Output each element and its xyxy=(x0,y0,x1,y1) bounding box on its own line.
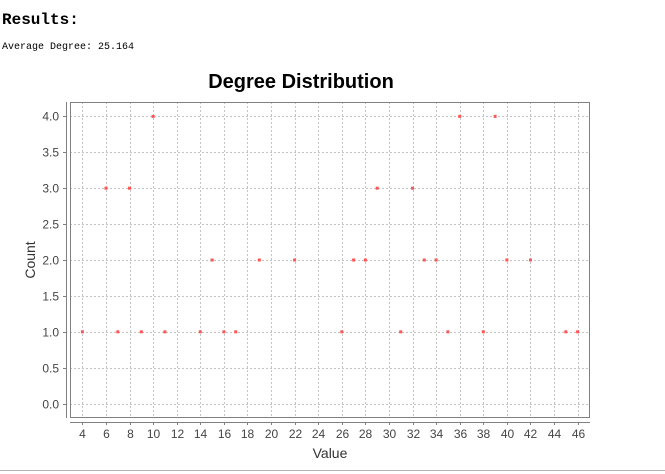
data-point xyxy=(116,330,120,334)
data-point xyxy=(411,186,414,190)
data-point xyxy=(434,258,438,262)
x-axis-label: Value xyxy=(313,445,348,461)
data-point xyxy=(564,330,568,334)
y-tick-label: 4.0 xyxy=(42,110,59,124)
data-point xyxy=(422,258,426,262)
x-tick-label: 26 xyxy=(336,427,350,441)
y-tick-label: 3.0 xyxy=(42,182,59,196)
y-tick-label: 0.5 xyxy=(42,362,59,376)
data-point xyxy=(234,330,238,334)
x-tick-label: 24 xyxy=(312,427,326,441)
data-point xyxy=(293,258,297,262)
data-point xyxy=(210,258,214,262)
data-point xyxy=(198,330,202,334)
x-tick-label: 28 xyxy=(359,427,373,441)
data-point xyxy=(139,330,143,334)
data-point xyxy=(493,114,497,118)
data-point xyxy=(529,258,532,262)
x-tick-label: 16 xyxy=(218,427,232,441)
y-axis-ticks: 0.0 0.5 1.0 1.5 2.0 2.5 3.0 3.5 4.0 xyxy=(42,110,66,412)
chart-title: Degree Distribution xyxy=(208,71,394,93)
x-tick-label: 36 xyxy=(454,427,468,441)
data-point xyxy=(458,114,462,118)
x-axis-ticks: 4 6 8 10 12 14 16 18 20 22 24 26 28 30 32 34 36 38 40 42 44 4… xyxy=(79,422,585,441)
data-point xyxy=(222,330,226,334)
data-point xyxy=(375,186,379,190)
data-point xyxy=(363,258,367,262)
data-point xyxy=(151,114,155,118)
data-points xyxy=(80,114,580,334)
average-degree-text: Average Degree: 25.164 xyxy=(2,42,135,53)
y-tick-label: 0.0 xyxy=(42,398,59,412)
x-tick-label: 10 xyxy=(147,427,161,441)
y-tick-label: 1.0 xyxy=(42,326,59,340)
y-tick-label: 1.5 xyxy=(42,290,59,304)
x-tick-label: 34 xyxy=(430,427,444,441)
x-tick-label: 12 xyxy=(171,427,185,441)
data-point xyxy=(481,330,485,334)
degree-distribution-chart: Degree Distribution 0.0 0.5 1.0 1.5 2.0 2.5 3.… xyxy=(22,71,590,461)
data-point xyxy=(446,330,450,334)
x-tick-label: 20 xyxy=(265,427,279,441)
data-point xyxy=(399,330,403,334)
results-heading: Results: xyxy=(2,11,79,29)
data-point xyxy=(576,330,580,334)
data-point xyxy=(80,330,84,334)
x-tick-label: 38 xyxy=(477,427,491,441)
data-point xyxy=(505,258,509,262)
x-tick-label: 6 xyxy=(103,427,110,441)
x-tick-label: 40 xyxy=(501,427,515,441)
y-axis-label: Count xyxy=(22,241,38,278)
data-point xyxy=(257,258,261,262)
plot-outline xyxy=(70,102,590,418)
x-tick-label: 30 xyxy=(383,427,397,441)
x-tick-label: 44 xyxy=(548,427,562,441)
x-tick-label: 14 xyxy=(194,427,208,441)
data-point xyxy=(104,186,108,190)
data-point xyxy=(128,186,131,190)
y-tick-label: 2.0 xyxy=(42,254,59,268)
x-tick-label: 42 xyxy=(524,427,538,441)
x-tick-label: 46 xyxy=(572,427,586,441)
x-tick-label: 18 xyxy=(241,427,255,441)
y-tick-label: 2.5 xyxy=(42,218,59,232)
x-tick-label: 8 xyxy=(127,427,134,441)
data-point xyxy=(163,330,167,334)
y-tick-label: 3.5 xyxy=(42,146,59,160)
x-tick-label: 22 xyxy=(289,427,303,441)
x-tick-label: 4 xyxy=(79,427,86,441)
data-point xyxy=(340,330,344,334)
bottom-divider xyxy=(0,470,665,471)
x-tick-label: 32 xyxy=(407,427,421,441)
data-point xyxy=(352,258,356,262)
